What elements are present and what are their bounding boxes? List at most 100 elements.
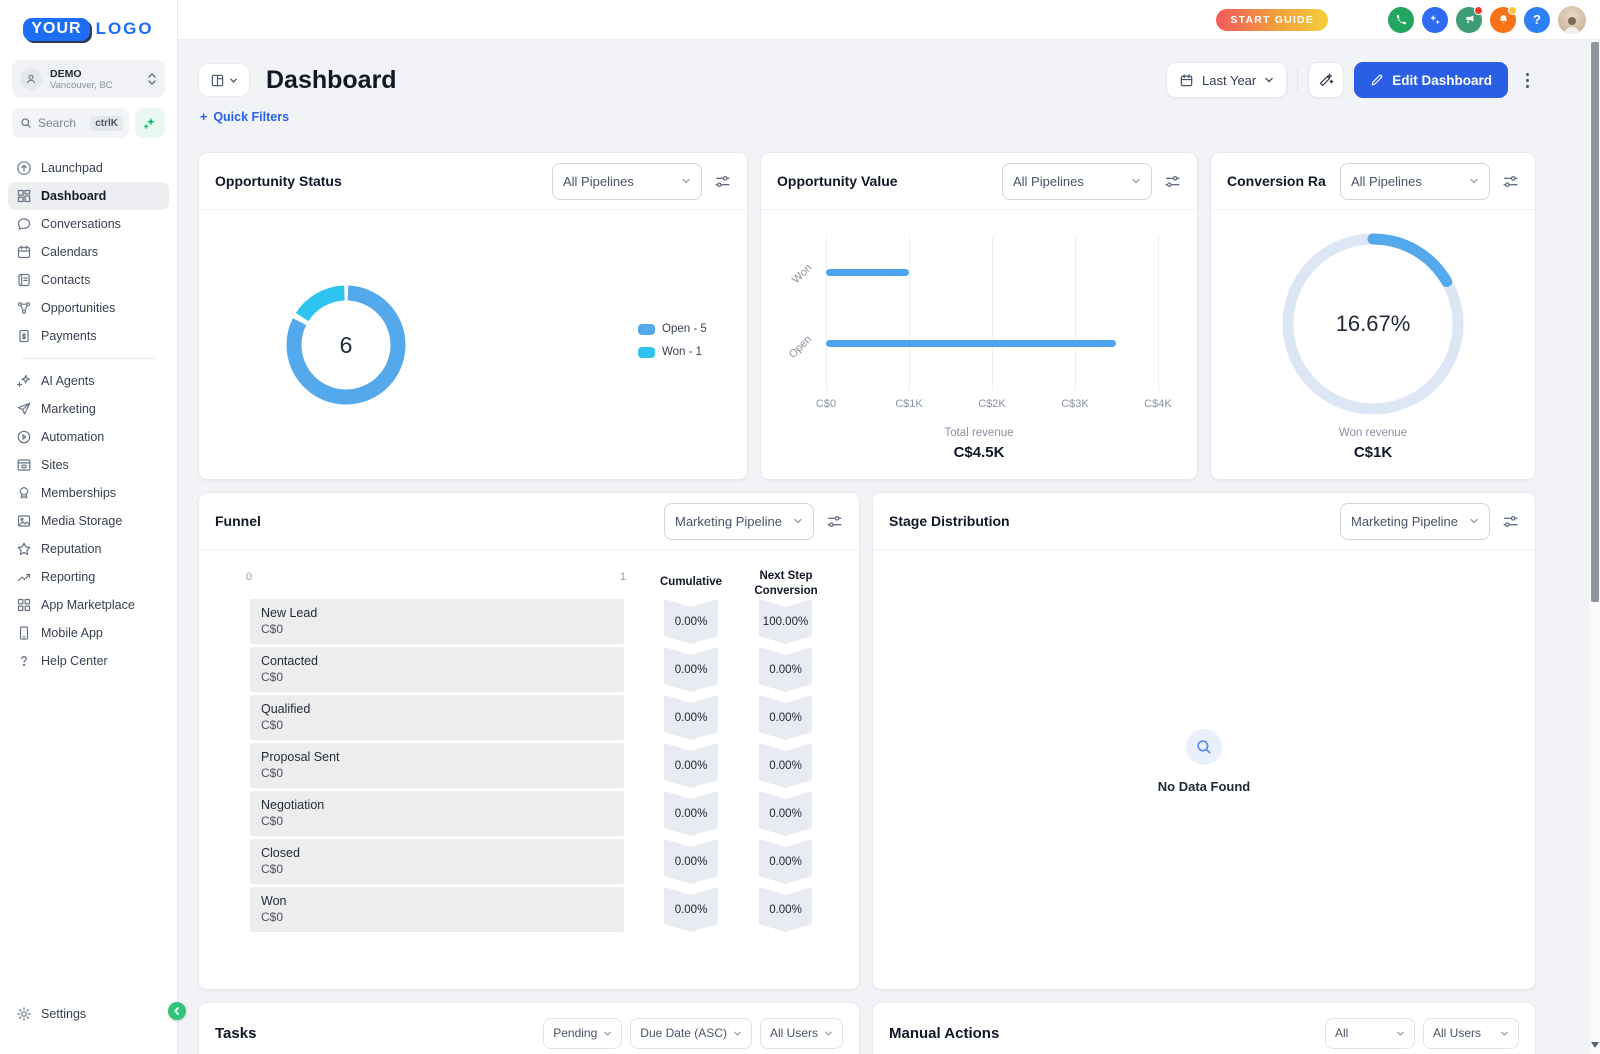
page-scrollbar[interactable]: [1590, 40, 1600, 1054]
sidebar-item-automation[interactable]: Automation: [8, 423, 169, 451]
sidebar-collapse-button[interactable]: [168, 1002, 186, 1020]
stage-name: Won: [261, 894, 624, 908]
sidebar-item-payments[interactable]: Payments: [8, 322, 169, 350]
x-tick: C$0: [816, 398, 836, 410]
magic-wand-button[interactable]: [1308, 62, 1344, 98]
pipeline-select[interactable]: All Pipelines: [1340, 163, 1490, 200]
funnel-stage-bar[interactable]: Qualified C$0: [250, 695, 624, 740]
announcements-button[interactable]: [1456, 7, 1482, 33]
sidebar-item-label: Media Storage: [41, 514, 122, 528]
sidebar-item-media-storage[interactable]: Media Storage: [8, 507, 169, 535]
funnel-stage-bar[interactable]: Proposal Sent C$0: [250, 743, 624, 788]
ai-tools-button[interactable]: [1422, 7, 1448, 33]
mobile-phone-icon: [16, 625, 32, 641]
sidebar-item-opportunities[interactable]: Opportunities: [8, 294, 169, 322]
sidebar-item-marketing[interactable]: Marketing: [8, 395, 169, 423]
phone-button[interactable]: [1388, 7, 1414, 33]
tasks-status-select[interactable]: Pending: [543, 1018, 622, 1049]
funnel-card: Funnel Marketing Pipeline 0 1 Cumulative…: [198, 492, 860, 990]
sidebar-item-label: Calendars: [41, 245, 98, 259]
pipeline-select[interactable]: All Pipelines: [552, 163, 702, 200]
funnel-stage-bar[interactable]: Negotiation C$0: [250, 791, 624, 836]
sidebar-item-ai-agents[interactable]: AI Agents: [8, 367, 169, 395]
sidebar-item-settings[interactable]: Settings: [8, 1000, 170, 1028]
sidebar-item-label: Sites: [41, 458, 69, 472]
pipeline-select-value: Marketing Pipeline: [1351, 514, 1461, 529]
next-step-cell: 0.00%: [759, 743, 812, 788]
next-step-cell: 0.00%: [759, 695, 812, 740]
sidebar-item-dashboard[interactable]: Dashboard: [8, 182, 169, 210]
automation-icon: [16, 429, 32, 445]
stage-amount: C$0: [261, 718, 624, 732]
tasks-user-select[interactable]: All Users: [760, 1018, 843, 1049]
quick-filters-button[interactable]: + Quick Filters: [200, 110, 289, 124]
sites-icon: [16, 457, 32, 473]
sidebar-item-launchpad[interactable]: Launchpad: [8, 154, 169, 182]
sidebar-item-app-marketplace[interactable]: App Marketplace: [8, 591, 169, 619]
next-step-column: 100.00% 0.00% 0.00% 0.00% 0.00% 0.00% 0.…: [759, 599, 812, 935]
date-range-button[interactable]: Last Year: [1166, 62, 1287, 98]
more-options-button[interactable]: [1518, 62, 1536, 98]
sidebar-item-sites[interactable]: Sites: [8, 451, 169, 479]
widget-settings-icon[interactable]: [1502, 173, 1519, 190]
ai-assistant-button[interactable]: [135, 108, 165, 138]
user-avatar[interactable]: [1558, 6, 1586, 34]
sidebar-item-memberships[interactable]: Memberships: [8, 479, 169, 507]
card-header: Conversion Ra All Pipelines: [1211, 153, 1535, 210]
funnel-axis-max: 1: [620, 571, 626, 583]
funnel-stage-bar[interactable]: Closed C$0: [250, 839, 624, 884]
start-guide-button[interactable]: START GUIDE: [1216, 9, 1328, 31]
funnel-stage-bar[interactable]: Contacted C$0: [250, 647, 624, 692]
notifications-button[interactable]: [1490, 7, 1516, 33]
manual-actions-type-select[interactable]: All: [1325, 1018, 1415, 1049]
x-tick: C$2K: [978, 398, 1006, 410]
edit-dashboard-button[interactable]: Edit Dashboard: [1354, 62, 1508, 98]
card-header: Stage Distribution Marketing Pipeline: [873, 493, 1535, 550]
opportunity-status-donut: 6: [286, 285, 406, 405]
won-revenue-value: C$1K: [1211, 444, 1535, 461]
main-area: START GUIDE ?: [178, 0, 1600, 1054]
stage-name: New Lead: [261, 606, 624, 620]
widget-settings-icon[interactable]: [1502, 513, 1519, 530]
sidebar-item-contacts[interactable]: Contacts: [8, 266, 169, 294]
tasks-card: Tasks Pending Due Date (ASC) All Users: [198, 1002, 860, 1054]
pipeline-select[interactable]: All Pipelines: [1002, 163, 1152, 200]
gridline: [1158, 236, 1159, 391]
sidebar-item-conversations[interactable]: Conversations: [8, 210, 169, 238]
scrollbar-thumb[interactable]: [1591, 42, 1599, 602]
no-data-text: No Data Found: [1158, 779, 1250, 794]
card-header: Opportunity Value All Pipelines: [761, 153, 1197, 210]
sidebar-item-reputation[interactable]: Reputation: [8, 535, 169, 563]
pipeline-select[interactable]: Marketing Pipeline: [664, 503, 814, 540]
help-button[interactable]: ?: [1524, 7, 1550, 33]
logo-word: LOGO: [96, 19, 154, 39]
funnel-stage-bar[interactable]: New Lead C$0: [250, 599, 624, 644]
pipeline-select[interactable]: Marketing Pipeline: [1340, 503, 1490, 540]
sidebar-item-calendars[interactable]: Calendars: [8, 238, 169, 266]
tasks-sort-select[interactable]: Due Date (ASC): [630, 1018, 752, 1049]
account-switcher[interactable]: DEMO Vancouver, BC: [12, 60, 165, 98]
chevron-down-icon: [1396, 1029, 1405, 1038]
widget-settings-icon[interactable]: [826, 513, 843, 530]
sidebar-item-label: Help Center: [41, 654, 108, 668]
stage-distribution-card: Stage Distribution Marketing Pipeline: [872, 492, 1536, 990]
dashboard-switcher-button[interactable]: [198, 63, 250, 97]
scrollbar-down-arrow[interactable]: [1591, 1042, 1599, 1048]
manual-actions-user-select[interactable]: All Users: [1423, 1018, 1519, 1049]
sidebar-item-mobile-app[interactable]: Mobile App: [8, 619, 169, 647]
search-input[interactable]: Search ctrlK: [12, 108, 129, 138]
pipeline-select-value: Marketing Pipeline: [675, 514, 785, 529]
chevron-down-icon: [229, 76, 238, 85]
chevron-left-icon: [173, 1007, 181, 1015]
funnel-stage-bar[interactable]: Won C$0: [250, 887, 624, 932]
x-tick: C$4K: [1144, 398, 1172, 410]
cumulative-cell: 0.00%: [664, 887, 718, 932]
widget-settings-icon[interactable]: [1164, 173, 1181, 190]
card-header: Manual Actions All All Users: [873, 1003, 1535, 1054]
sidebar-item-reporting[interactable]: Reporting: [8, 563, 169, 591]
widget-settings-icon[interactable]: [714, 173, 731, 190]
sidebar-item-help-center[interactable]: Help Center: [8, 647, 169, 675]
stage-amount: C$0: [261, 670, 624, 684]
app-root: YOUR LOGO DEMO Vancouver, BC Search ctrl…: [0, 0, 1600, 1054]
sidebar-divider: [22, 358, 155, 359]
